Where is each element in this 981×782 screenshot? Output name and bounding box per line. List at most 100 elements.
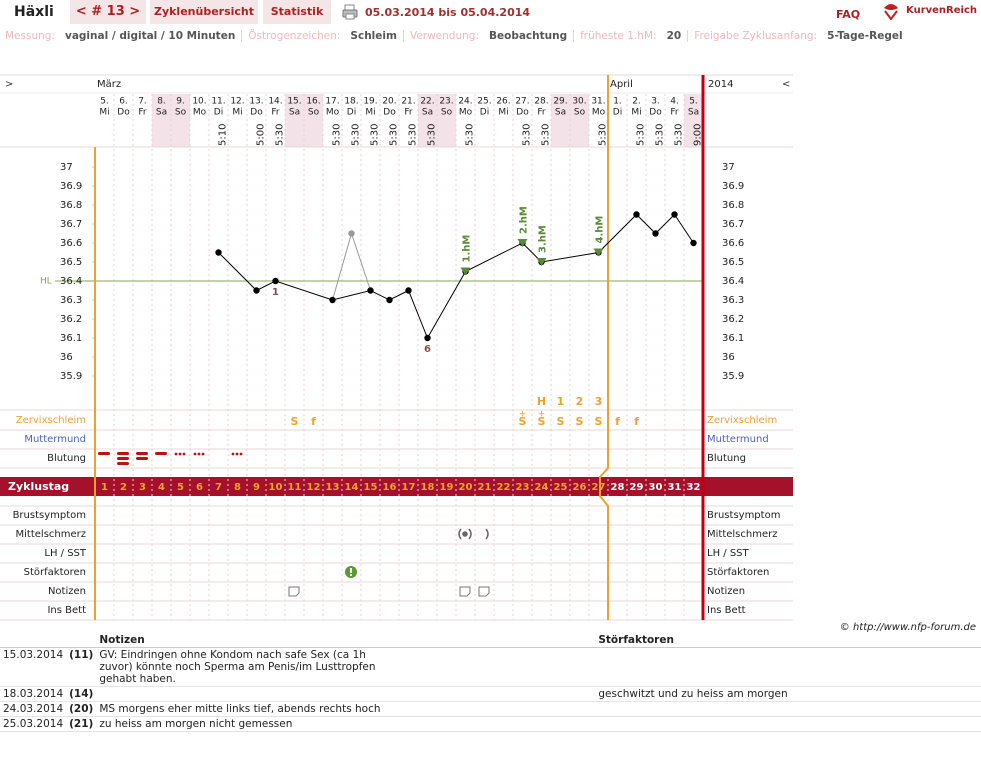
bleeding-heavy <box>136 457 148 460</box>
note-cell: 25.03.2014 <box>0 716 67 732</box>
time-label: 5:30 <box>275 124 286 146</box>
weekday-label: Do <box>516 108 529 118</box>
cycle-day: 15 <box>364 482 378 493</box>
temperature-point <box>633 211 640 218</box>
y-tick-label: 36.6 <box>722 238 744 249</box>
y-tick-label: 36 <box>722 352 735 363</box>
date-label: 1. <box>613 97 622 107</box>
weekend-shade <box>418 94 437 147</box>
excluded-connector <box>351 233 371 291</box>
cycle-day: 11 <box>288 482 302 493</box>
weekday-label: Do <box>250 108 263 118</box>
logo[interactable]: KurvenReich <box>906 5 978 16</box>
y-tick-label: 36.7 <box>60 219 82 230</box>
setting-value: 5-Tage-Regel <box>827 30 903 42</box>
date-label: 2. <box>632 97 641 107</box>
tab[interactable]: Statistik <box>263 0 331 24</box>
bleeding-heavy <box>117 457 129 460</box>
mucus-peak: 1 <box>557 395 565 408</box>
date-label: 18. <box>344 97 358 107</box>
nav-next[interactable]: < <box>782 79 790 90</box>
cycle-day: 20 <box>459 482 473 493</box>
temperature-line <box>218 213 694 340</box>
setting-value: Beobachtung <box>489 30 575 42</box>
weekday-label: Mi <box>99 108 109 118</box>
weekday-label: Di <box>613 108 622 118</box>
cycle-day: 29 <box>630 482 644 493</box>
date-label: 5. <box>689 97 698 107</box>
row-label: Brustsymptom <box>13 510 86 521</box>
disturbance-icon[interactable] <box>345 566 357 578</box>
mucus-peak: 2 <box>576 395 584 408</box>
cycle-day: 2 <box>120 482 127 493</box>
foreground-layer: > <2014ZyklustagMärz5.Mi16.Do27.Fr38.Sa49… <box>5 79 790 616</box>
cycle-day: 7 <box>215 482 222 493</box>
bleeding-marks <box>98 452 243 465</box>
date-label: 4. <box>670 97 679 107</box>
time-label: 5:10 <box>218 124 229 146</box>
row-label: Ins Bett <box>707 605 746 616</box>
weekday-label: So <box>574 108 586 118</box>
weekday-label: Mi <box>232 108 242 118</box>
weekday-label: Sa <box>156 108 167 118</box>
mucus: S <box>519 415 527 428</box>
note-cell: (11) <box>66 647 97 687</box>
y-tick-label: 36.4 <box>722 276 744 287</box>
time-label: 5:30 <box>522 124 533 146</box>
hm-label: 2.hM <box>519 206 530 234</box>
cycle-day: 3 <box>139 482 146 493</box>
y-tick-label: 36.4 <box>60 276 82 287</box>
row-label: Mittelschmerz <box>707 529 777 540</box>
weekday-label: Fr <box>138 108 147 118</box>
y-tick-label: 36.8 <box>60 200 82 211</box>
bleeding-spot <box>231 452 235 456</box>
note-icon[interactable] <box>459 586 471 597</box>
bleeding-spot <box>235 452 239 456</box>
mucus: S <box>557 415 565 428</box>
bleeding-spot <box>193 452 197 456</box>
date-label: 17. <box>325 97 339 107</box>
mittelschmerz-marks <box>458 528 489 540</box>
time-label: 5:30 <box>655 124 666 146</box>
cycle-nav[interactable]: < # 13 > <box>70 0 146 24</box>
time-label: 5:30 <box>408 124 419 146</box>
date-label: 22. <box>420 97 434 107</box>
row-label: Zervixschleim <box>707 415 777 426</box>
bleeding-spot <box>201 452 205 456</box>
mucus-plus: + <box>538 410 546 420</box>
note-cell <box>595 701 981 717</box>
nav-prev[interactable]: > <box>5 79 13 90</box>
date-label: 8. <box>157 97 166 107</box>
date-label: 21. <box>401 97 415 107</box>
print-icon[interactable] <box>342 4 358 20</box>
note-icon[interactable] <box>478 586 490 597</box>
bleeding-heavy <box>136 452 148 455</box>
mucus: S <box>538 415 546 428</box>
row-label: Brustsymptom <box>707 510 780 521</box>
row-label: Muttermund <box>24 434 86 445</box>
temperature-point <box>652 230 659 237</box>
date-label: 14. <box>268 97 282 107</box>
tab[interactable]: Zyklenübersicht <box>150 0 258 24</box>
date-label: 9. <box>176 97 185 107</box>
date-label: 23. <box>439 97 453 107</box>
time-label: 5:30 <box>389 124 400 146</box>
settings-row: Messung: vaginal / digital / 10 Minuten Ös… <box>5 30 915 42</box>
date-label: 28. <box>534 97 548 107</box>
weekday-label: Mo <box>193 108 207 118</box>
setting-label: Östrogenzeichen: <box>248 30 341 42</box>
weekday-label: Mi <box>365 108 375 118</box>
faq-link[interactable]: FAQ <box>836 8 861 21</box>
row-label: LH / SST <box>707 548 750 559</box>
cycle-day: 1 <box>101 482 108 493</box>
cycle-day: 6 <box>196 482 203 493</box>
time-label: 5:30 <box>598 124 609 146</box>
temperature-point <box>253 287 260 294</box>
header-cell: Notizen <box>96 633 596 648</box>
y-tick-label: 35.9 <box>60 371 82 382</box>
note-row: 24.03.2014 (20) MS morgens eher mitte link… <box>0 701 981 717</box>
note-icon[interactable] <box>288 586 300 597</box>
weekday-label: Do <box>383 108 396 118</box>
mucus: f <box>615 415 620 428</box>
